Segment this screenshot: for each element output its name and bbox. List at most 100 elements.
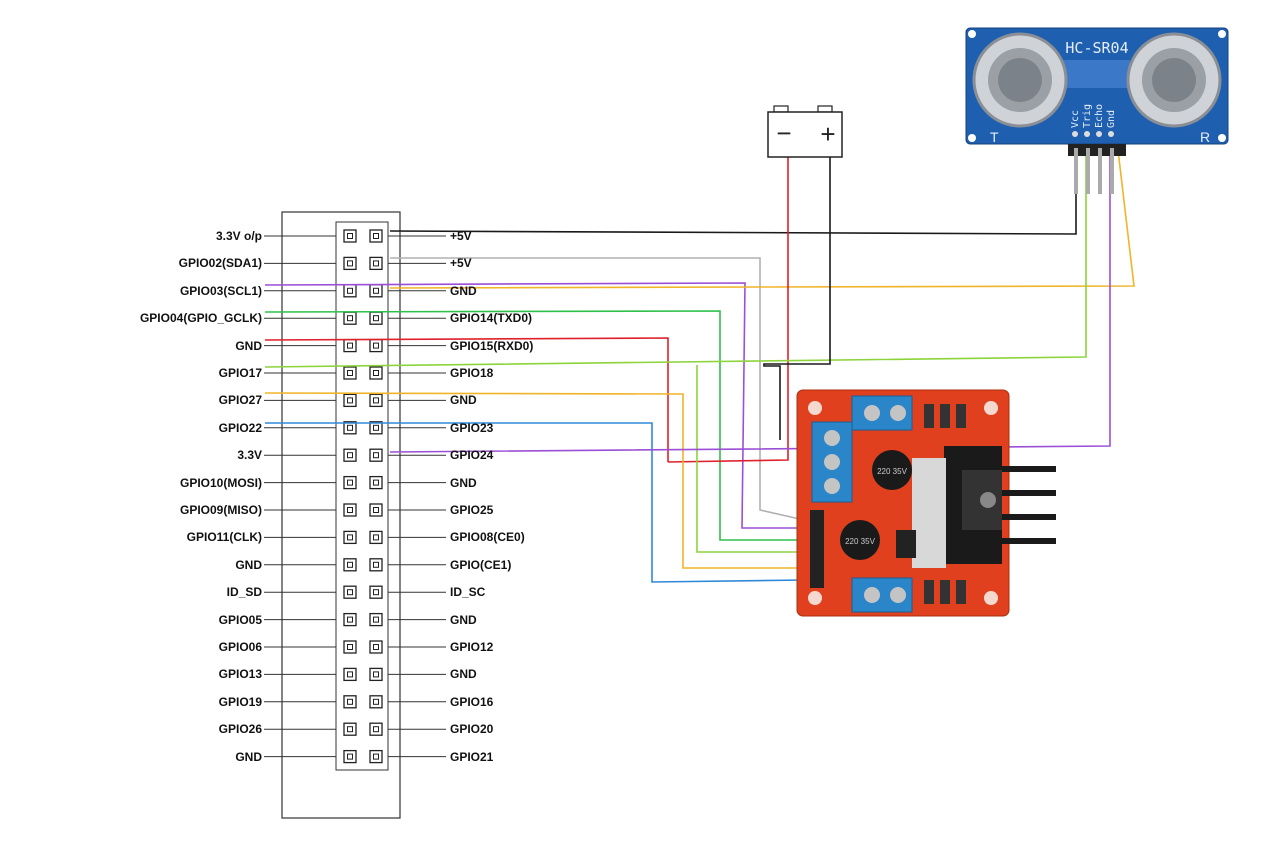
left-pin-label: GND	[235, 338, 262, 353]
left-pin-label: GPIO02(SDA1)	[178, 256, 262, 271]
wire-battery-minus-red	[667, 145, 789, 463]
right-pin-label: GPIO23	[450, 420, 494, 435]
wire-in2-lime	[696, 365, 804, 553]
gpio-pins	[343, 229, 383, 764]
gpio-pin-leads	[264, 235, 446, 758]
capacitor-1-label: 220 35V	[877, 467, 907, 476]
right-pin-label: GND	[450, 393, 477, 408]
right-pin-label: GPIO16	[450, 694, 494, 709]
sensor-model: HC-SR04	[1065, 39, 1128, 57]
gpio-pin-block	[335, 221, 389, 771]
right-pin-label: GPIO18	[450, 366, 494, 380]
wire-in3-yellow	[264, 392, 804, 569]
gpio-pin-hole-left-20	[347, 753, 353, 760]
wire-vcc-black	[389, 150, 1077, 235]
sensor-pin-pad	[1072, 131, 1078, 137]
right-pin-label: GPIO15(RXD0)	[450, 338, 534, 353]
wire-enb-green	[264, 310, 804, 541]
sensor-pin-pad	[1096, 131, 1102, 137]
gpio-pin-hole-right-10	[373, 479, 379, 486]
gpio-pin-hole-right-7	[373, 397, 379, 404]
gpio-pin-hole-left-3	[347, 287, 353, 294]
motor-driver-board: 220 35V 220 35V	[796, 389, 1056, 617]
gpio-pin-hole-right-1	[373, 233, 379, 239]
capacitor-2-label: 220 35V	[845, 537, 875, 546]
right-pin-label: GPIO20	[450, 722, 494, 737]
gpio-pin-hole-right-13	[373, 561, 379, 568]
gpio-pin-hole-left-10	[347, 479, 353, 486]
gpio-pin-hole-right-18	[373, 698, 379, 705]
battery-minus-symbol: −	[776, 118, 791, 148]
wire-echo2-purple	[389, 150, 1111, 453]
wire-trig-lime	[264, 150, 1087, 368]
right-pin-label: GND	[450, 612, 477, 627]
gpio-pin-hole-right-16	[373, 644, 379, 650]
right-pin-label: GPIO12	[450, 640, 494, 654]
gpio-pin-hole-left-7	[347, 397, 353, 404]
battery: − +	[767, 105, 843, 158]
left-pin-label: GPIO22	[218, 420, 262, 435]
battery-plus-symbol: +	[820, 119, 835, 149]
gpio-pin-hole-right-3	[373, 287, 379, 294]
right-pin-label: GPIO24	[450, 448, 494, 463]
left-pin-label: GND	[235, 749, 262, 764]
gpio-pin-hole-right-8	[373, 424, 379, 431]
sensor-pin-pad	[1108, 131, 1114, 137]
left-pin-label: GPIO13	[218, 667, 262, 682]
gpio-pin-hole-right-4	[373, 315, 379, 322]
gpio-pin-hole-left-15	[347, 616, 353, 623]
left-pin-label: 3.3V	[237, 448, 262, 463]
ultrasonic-sensor: HC-SR04 T R Vcc Trig Echo Gnd	[965, 27, 1229, 194]
wire-echo-purple	[264, 282, 804, 529]
left-pin-label: GPIO03(SCL1)	[179, 283, 262, 298]
left-pin-label: GPIO10(MOSI)	[179, 475, 262, 490]
sensor-receiver-label: R	[1200, 129, 1210, 145]
sensor-transmitter-label: T	[990, 129, 999, 145]
gpio-pin-hole-right-14	[373, 589, 379, 596]
sensor-pin-label: Gnd	[1106, 110, 1117, 128]
left-pin-label: GPIO19	[218, 694, 262, 709]
right-pin-label: ID_SC	[450, 585, 486, 600]
right-pin-label: +5V	[450, 256, 472, 271]
gpio-pin-hole-right-11	[373, 507, 379, 513]
gpio-pin-hole-left-16	[347, 644, 353, 650]
gpio-pin-hole-left-8	[347, 424, 353, 431]
gpio-pin-hole-left-11	[347, 507, 353, 513]
left-pin-label: GPIO27	[218, 393, 262, 408]
gpio-header-outline	[281, 211, 401, 819]
gpio-pin-hole-left-2	[347, 260, 353, 267]
right-pin-label: GND	[450, 667, 477, 682]
sensor-pin-label: Trig	[1082, 104, 1093, 128]
wire-gnd-red	[264, 337, 669, 462]
gpio-pin-hole-right-15	[373, 616, 379, 623]
left-pin-label: GPIO17	[218, 366, 262, 380]
right-pin-label: GPIO14(TXD0)	[450, 311, 533, 326]
sensor-pin-pad	[1084, 131, 1090, 137]
left-pin-label: GND	[235, 557, 262, 572]
gpio-pin-hole-left-9	[347, 452, 353, 459]
right-pin-label: GPIO21	[450, 749, 494, 764]
gpio-pin-hole-left-4	[347, 315, 353, 322]
heatsink	[912, 446, 1056, 568]
wire-in4-blue	[265, 422, 805, 583]
gpio-pin-hole-right-17	[373, 671, 379, 678]
sensor-pin-label: Vcc	[1070, 110, 1081, 128]
left-pin-label: GPIO26	[218, 722, 262, 737]
capacitor-1	[872, 450, 912, 490]
gpio-pin-hole-left-14	[347, 589, 353, 596]
wire-5v-gray	[390, 257, 805, 521]
sensor-pin-label: Echo	[1094, 104, 1105, 128]
gpio-pin-hole-right-12	[373, 534, 379, 541]
gpio-pin-hole-left-1	[347, 233, 353, 239]
left-pin-label: GPIO06	[218, 640, 262, 654]
wire-battery-plus-black	[763, 140, 831, 440]
gpio-pin-hole-right-5	[373, 342, 379, 349]
gpio-pin-hole-left-17	[347, 671, 353, 678]
wire-gnd-yellow	[389, 149, 1135, 289]
left-pin-label: GPIO05	[218, 612, 262, 627]
gpio-pin-hole-right-9	[373, 452, 379, 459]
control-pin-header	[810, 510, 824, 588]
gpio-pin-hole-right-2	[373, 260, 379, 267]
right-pin-label: GPIO25	[450, 503, 494, 517]
